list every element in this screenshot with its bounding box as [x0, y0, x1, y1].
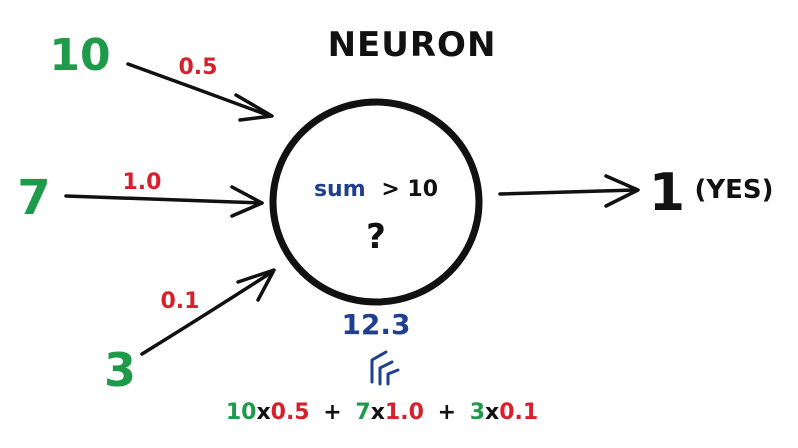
formula-weight-1: 0.5 [271, 400, 310, 425]
input-arrow-3 [140, 268, 276, 356]
formula-times-1: x [256, 400, 270, 425]
formula-plus-1: + [323, 400, 341, 425]
input-value-1: 10 [49, 30, 110, 81]
formula-plus-2: + [438, 400, 456, 425]
output-value: 1 [649, 163, 685, 223]
output-arrow [498, 174, 640, 208]
question-mark: ? [366, 217, 386, 257]
formula-value-1: 10 [226, 400, 257, 425]
weight-label-1: 0.5 [179, 55, 218, 80]
formula-value-2: 7 [355, 400, 370, 425]
neuron-condition: sum > 10 [314, 177, 438, 202]
weight-label-2: 1.0 [123, 170, 162, 195]
output-label: (YES) [694, 175, 773, 205]
condition-rest: > 10 [381, 177, 438, 202]
diagram-title: NEURON [328, 25, 497, 65]
formula-times-3: x [485, 400, 499, 425]
input-arrow-2 [64, 185, 264, 218]
weight-label-3: 0.1 [161, 289, 200, 314]
condition-word: sum [314, 177, 366, 202]
formula: 10x0.5 + 7x1.0 + 3x0.1 [226, 400, 538, 425]
input-arrow-1 [126, 62, 274, 122]
formula-weight-3: 0.1 [499, 400, 538, 425]
up-arrow-marks [370, 350, 400, 386]
input-value-2: 7 [17, 170, 50, 226]
formula-value-3: 3 [470, 400, 485, 425]
formula-weight-2: 1.0 [385, 400, 424, 425]
sum-result: 12.3 [341, 308, 410, 341]
neuron-circle [269, 98, 483, 306]
formula-times-2: x [371, 400, 385, 425]
input-value-3: 3 [104, 343, 136, 397]
